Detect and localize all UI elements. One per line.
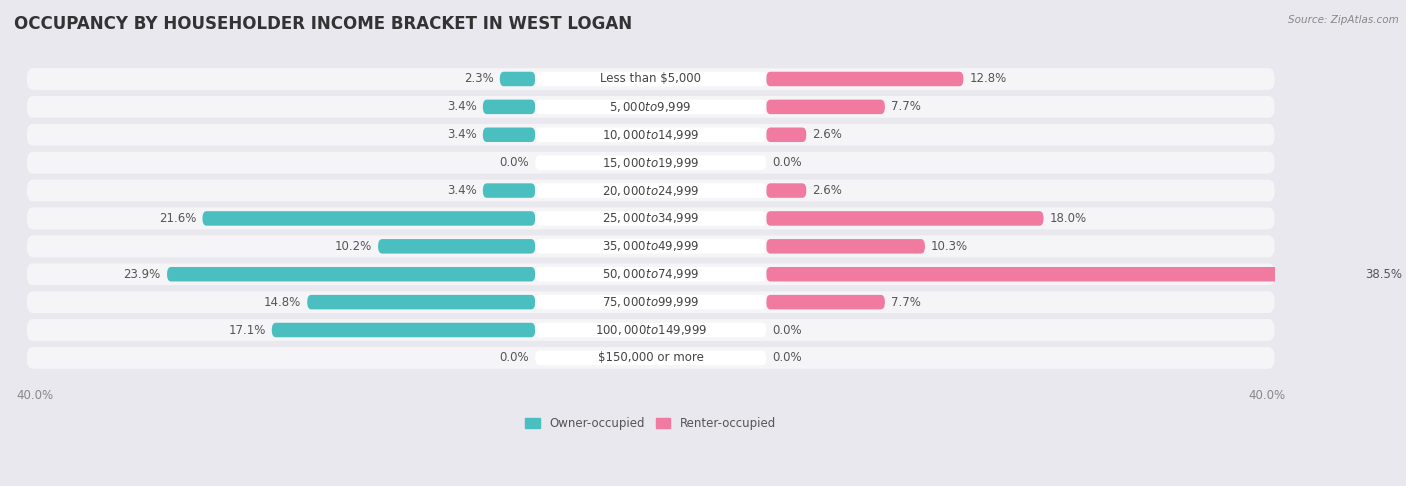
FancyBboxPatch shape — [536, 267, 766, 281]
FancyBboxPatch shape — [536, 295, 766, 310]
FancyBboxPatch shape — [536, 323, 766, 337]
Text: $15,000 to $19,999: $15,000 to $19,999 — [602, 156, 699, 170]
Text: $5,000 to $9,999: $5,000 to $9,999 — [609, 100, 692, 114]
FancyBboxPatch shape — [536, 72, 766, 86]
FancyBboxPatch shape — [766, 211, 1043, 226]
FancyBboxPatch shape — [536, 239, 766, 254]
FancyBboxPatch shape — [27, 235, 1275, 257]
Legend: Owner-occupied, Renter-occupied: Owner-occupied, Renter-occupied — [526, 417, 776, 430]
FancyBboxPatch shape — [766, 183, 806, 198]
FancyBboxPatch shape — [536, 100, 766, 114]
Text: 2.6%: 2.6% — [813, 128, 842, 141]
FancyBboxPatch shape — [271, 323, 536, 337]
FancyBboxPatch shape — [27, 124, 1275, 146]
Text: 0.0%: 0.0% — [772, 351, 801, 364]
FancyBboxPatch shape — [27, 319, 1275, 341]
Text: 2.3%: 2.3% — [464, 72, 494, 86]
Text: $75,000 to $99,999: $75,000 to $99,999 — [602, 295, 699, 309]
Text: 3.4%: 3.4% — [447, 184, 477, 197]
Text: 14.8%: 14.8% — [264, 295, 301, 309]
FancyBboxPatch shape — [766, 295, 884, 310]
Text: 0.0%: 0.0% — [499, 156, 529, 169]
FancyBboxPatch shape — [307, 295, 536, 310]
FancyBboxPatch shape — [378, 239, 536, 254]
FancyBboxPatch shape — [536, 183, 766, 198]
Text: 0.0%: 0.0% — [499, 351, 529, 364]
FancyBboxPatch shape — [536, 211, 766, 226]
FancyBboxPatch shape — [766, 100, 884, 114]
Text: $35,000 to $49,999: $35,000 to $49,999 — [602, 239, 699, 253]
FancyBboxPatch shape — [766, 127, 806, 142]
Text: 17.1%: 17.1% — [228, 324, 266, 336]
Text: $100,000 to $149,999: $100,000 to $149,999 — [595, 323, 707, 337]
FancyBboxPatch shape — [27, 180, 1275, 201]
FancyBboxPatch shape — [536, 156, 766, 170]
Text: 2.6%: 2.6% — [813, 184, 842, 197]
Text: $150,000 or more: $150,000 or more — [598, 351, 703, 364]
FancyBboxPatch shape — [27, 291, 1275, 313]
FancyBboxPatch shape — [499, 72, 536, 86]
Text: 10.2%: 10.2% — [335, 240, 373, 253]
FancyBboxPatch shape — [482, 183, 536, 198]
FancyBboxPatch shape — [482, 100, 536, 114]
FancyBboxPatch shape — [482, 127, 536, 142]
Text: Less than $5,000: Less than $5,000 — [600, 72, 702, 86]
FancyBboxPatch shape — [27, 208, 1275, 229]
FancyBboxPatch shape — [167, 267, 536, 281]
Text: 38.5%: 38.5% — [1365, 268, 1403, 281]
Text: 0.0%: 0.0% — [772, 324, 801, 336]
Text: OCCUPANCY BY HOUSEHOLDER INCOME BRACKET IN WEST LOGAN: OCCUPANCY BY HOUSEHOLDER INCOME BRACKET … — [14, 15, 633, 33]
FancyBboxPatch shape — [766, 239, 925, 254]
Text: $50,000 to $74,999: $50,000 to $74,999 — [602, 267, 699, 281]
FancyBboxPatch shape — [536, 127, 766, 142]
Text: 7.7%: 7.7% — [891, 295, 921, 309]
Text: 12.8%: 12.8% — [970, 72, 1007, 86]
Text: 7.7%: 7.7% — [891, 101, 921, 113]
FancyBboxPatch shape — [27, 152, 1275, 174]
Text: 23.9%: 23.9% — [124, 268, 160, 281]
FancyBboxPatch shape — [27, 347, 1275, 369]
FancyBboxPatch shape — [27, 263, 1275, 285]
Text: $20,000 to $24,999: $20,000 to $24,999 — [602, 184, 699, 197]
FancyBboxPatch shape — [202, 211, 536, 226]
FancyBboxPatch shape — [27, 96, 1275, 118]
Text: Source: ZipAtlas.com: Source: ZipAtlas.com — [1288, 15, 1399, 25]
Text: 3.4%: 3.4% — [447, 128, 477, 141]
Text: 3.4%: 3.4% — [447, 101, 477, 113]
Text: 21.6%: 21.6% — [159, 212, 197, 225]
FancyBboxPatch shape — [27, 68, 1275, 90]
FancyBboxPatch shape — [766, 72, 963, 86]
Text: 0.0%: 0.0% — [772, 156, 801, 169]
Text: $10,000 to $14,999: $10,000 to $14,999 — [602, 128, 699, 142]
Text: 10.3%: 10.3% — [931, 240, 969, 253]
Text: $25,000 to $34,999: $25,000 to $34,999 — [602, 211, 699, 226]
FancyBboxPatch shape — [766, 267, 1360, 281]
FancyBboxPatch shape — [536, 351, 766, 365]
Text: 18.0%: 18.0% — [1050, 212, 1087, 225]
